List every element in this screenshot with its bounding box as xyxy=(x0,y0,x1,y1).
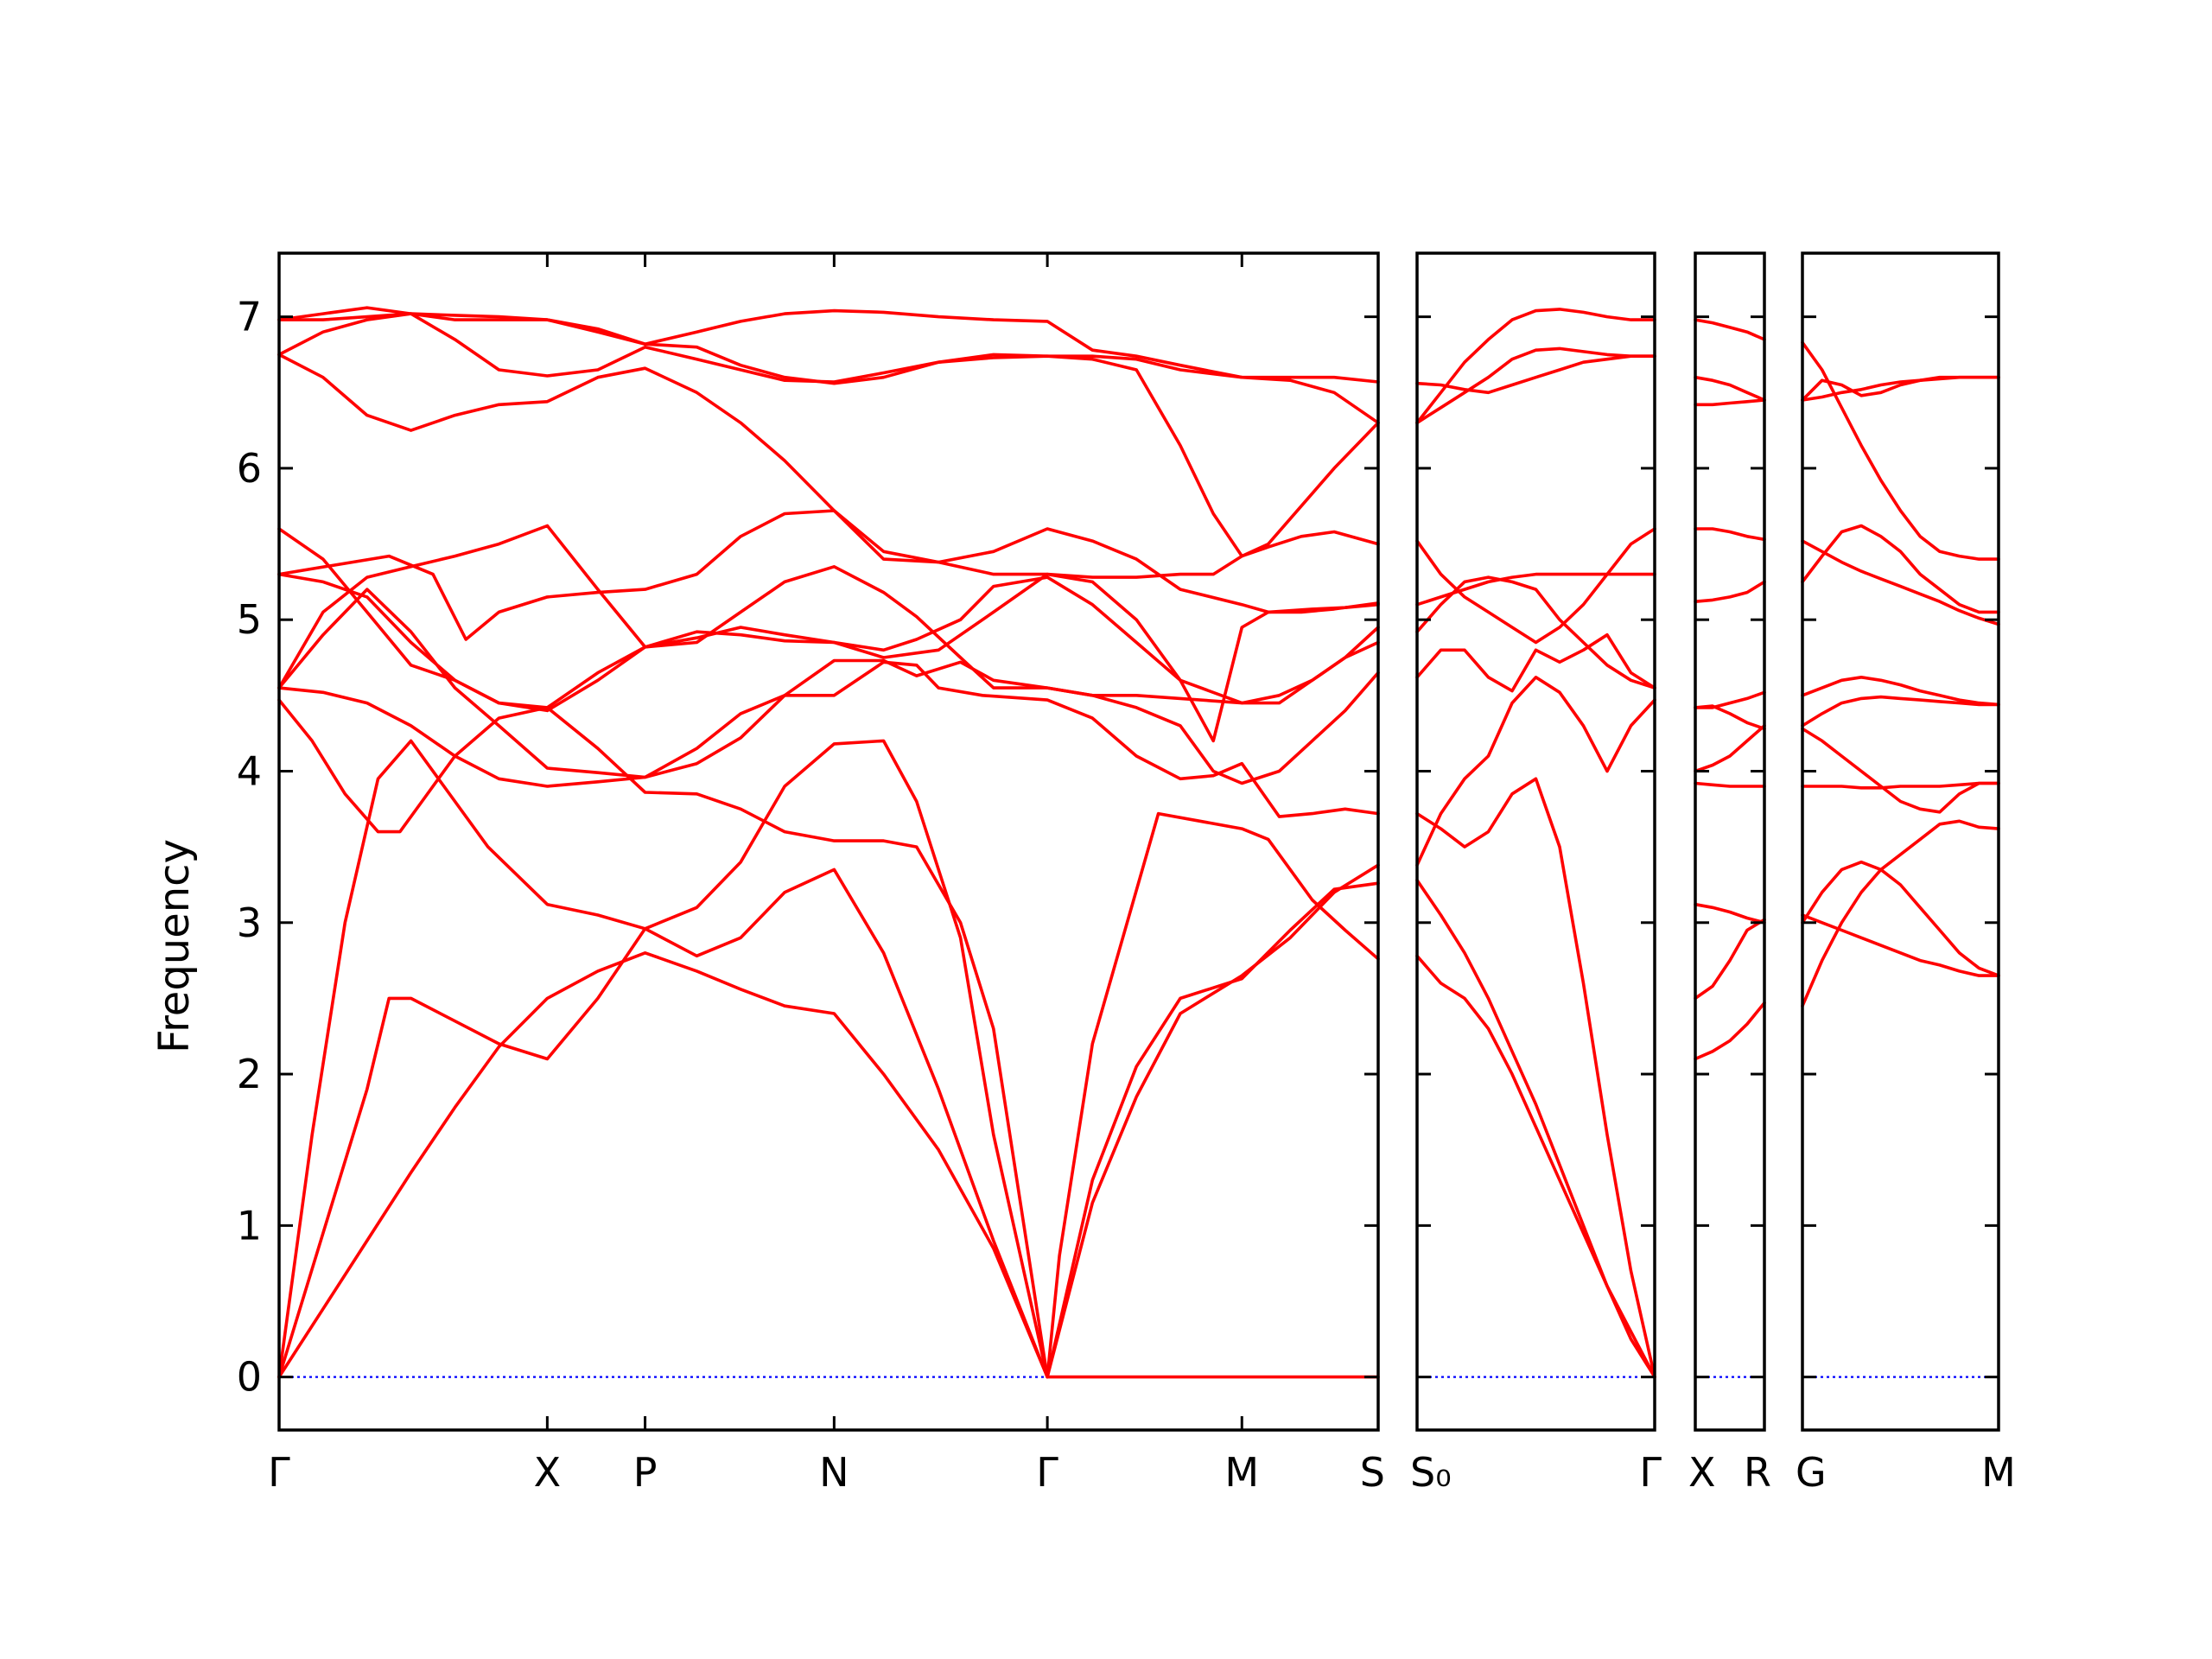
y-tick-label: 1 xyxy=(237,1202,262,1249)
band-4-12 xyxy=(1801,375,2000,402)
band-1-12 xyxy=(277,312,1380,558)
y-tick-label: 5 xyxy=(237,596,262,643)
y-tick-label: 4 xyxy=(237,747,262,794)
y-tick-label: 2 xyxy=(237,1051,262,1097)
x-tick-label: Γ xyxy=(1036,1449,1058,1496)
panels-layer: Γ X P N Γ M S S₀ Γ X R G M xyxy=(268,251,2016,1496)
band-4-6 xyxy=(1801,695,2000,728)
y-tick-label: 6 xyxy=(237,445,262,492)
y-tick-label: 3 xyxy=(237,899,262,946)
band-3-10 xyxy=(1694,398,1766,407)
panel-frame xyxy=(277,251,1380,1432)
band-1-3 xyxy=(277,739,1380,1379)
x-tick-label: N xyxy=(819,1449,849,1496)
band-4-10 xyxy=(1801,340,2000,561)
x-tick-label: S xyxy=(1360,1449,1385,1496)
x-tick-label: Γ xyxy=(268,1449,290,1496)
band-2-7 xyxy=(1415,572,1656,607)
band-1-11 xyxy=(277,353,1380,579)
y-axis: 0 1 2 3 4 5 6 7 xyxy=(237,294,262,1401)
x-tick-label: X xyxy=(534,1449,562,1496)
band-4-9 xyxy=(1801,539,2000,626)
band-1-8 xyxy=(277,527,1380,713)
band-2-11 xyxy=(1415,308,1656,425)
band-1-6 xyxy=(277,588,1380,785)
x-tick-label: M xyxy=(1224,1449,1259,1496)
band-3-9 xyxy=(1694,527,1766,542)
x-tick-label: M xyxy=(1981,1449,2016,1496)
y-tick-label: 7 xyxy=(237,294,262,340)
band-3-1 xyxy=(1694,1001,1766,1061)
panel-frame xyxy=(1694,251,1766,1432)
x-tick-label: X xyxy=(1688,1449,1716,1496)
band-2-8 xyxy=(1415,527,1656,645)
band-3-12 xyxy=(1694,318,1766,341)
band-3-5 xyxy=(1694,724,1766,773)
band-3-3 xyxy=(1694,902,1766,925)
band-1-10 xyxy=(277,524,1380,743)
band-2-10 xyxy=(1415,354,1656,395)
x-tick-label: S₀ xyxy=(1410,1449,1452,1496)
band-1-2 xyxy=(277,868,1380,1379)
band-1-13 xyxy=(277,308,1380,425)
x-tick-label: R xyxy=(1744,1449,1771,1496)
band-panel-2: S₀ Γ xyxy=(1410,251,1662,1496)
y-axis-label: Frequency xyxy=(150,839,199,1053)
band-2-3 xyxy=(1415,777,1656,1379)
x-tick-label: Γ xyxy=(1639,1449,1662,1496)
band-2-5 xyxy=(1415,632,1656,693)
band-1-1 xyxy=(277,863,1380,1379)
y-tick-label: 0 xyxy=(237,1354,262,1401)
x-tick-label: P xyxy=(633,1449,658,1496)
band-1-14 xyxy=(277,306,1380,385)
band-4-4 xyxy=(1801,781,2000,790)
band-3-6 xyxy=(1694,704,1766,731)
band-2-4 xyxy=(1415,675,1656,868)
band-3-2 xyxy=(1694,918,1766,1001)
band-2-2 xyxy=(1415,878,1656,1379)
band-4-7 xyxy=(1801,675,2000,707)
panel-frame xyxy=(1415,251,1656,1432)
band-3-4 xyxy=(1694,781,1766,788)
band-1-4 xyxy=(277,698,1380,1379)
band-4-5 xyxy=(1801,727,2000,814)
band-3-7 xyxy=(1694,690,1766,709)
band-4-2 xyxy=(1801,860,2000,977)
band-4-3 xyxy=(1801,913,2000,977)
band-3-8 xyxy=(1694,580,1766,604)
band-4-1 xyxy=(1801,819,2000,1007)
band-3-11 xyxy=(1694,375,1766,402)
band-4-8 xyxy=(1801,524,2000,614)
panel-frame xyxy=(1801,251,2000,1432)
x-tick-label: G xyxy=(1796,1449,1827,1496)
band-2-9 xyxy=(1415,346,1656,425)
